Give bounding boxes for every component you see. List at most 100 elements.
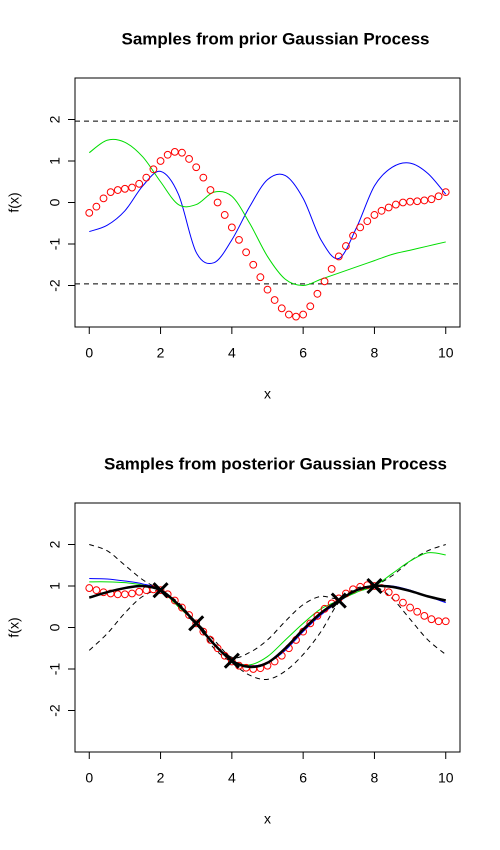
data-point bbox=[270, 296, 279, 304]
data-point bbox=[121, 590, 129, 599]
y-tick-label: -1 bbox=[47, 238, 63, 251]
data-point bbox=[434, 192, 443, 201]
observation-marker bbox=[223, 652, 240, 669]
observation-marker bbox=[330, 592, 347, 609]
data-point bbox=[92, 586, 101, 595]
y-tick-label: -2 bbox=[47, 279, 63, 292]
data-point bbox=[106, 188, 115, 197]
y-tick-label: 1 bbox=[47, 582, 63, 590]
data-point bbox=[220, 211, 229, 219]
y-tick-label: 2 bbox=[47, 115, 63, 123]
data-point bbox=[384, 588, 393, 597]
chart-title: Samples from posterior Gaussian Process bbox=[104, 454, 447, 473]
data-point bbox=[199, 627, 208, 636]
data-point bbox=[249, 260, 258, 269]
y-tick-label: -2 bbox=[47, 704, 63, 717]
line-series bbox=[89, 544, 446, 659]
data-point bbox=[349, 231, 357, 240]
data-point bbox=[142, 173, 151, 182]
data-point bbox=[427, 195, 436, 204]
line-series bbox=[89, 552, 446, 666]
data-point bbox=[420, 196, 429, 205]
data-point bbox=[284, 310, 293, 319]
data-point bbox=[342, 242, 350, 250]
data-point bbox=[128, 589, 136, 598]
data-point bbox=[427, 615, 436, 624]
data-point bbox=[356, 223, 365, 232]
data-point bbox=[156, 157, 165, 165]
x-tick-label: 2 bbox=[157, 770, 165, 786]
x-tick-label: 8 bbox=[371, 770, 379, 786]
plot-frame bbox=[74, 502, 461, 753]
data-point bbox=[384, 203, 393, 212]
data-point bbox=[313, 289, 322, 298]
observation-marker bbox=[188, 615, 205, 632]
data-point bbox=[121, 184, 129, 193]
plot-frame bbox=[74, 77, 461, 328]
data-point bbox=[185, 611, 193, 619]
data-point bbox=[206, 636, 215, 644]
data-point bbox=[363, 217, 372, 226]
x-tick-label: 4 bbox=[228, 345, 236, 361]
x-tick-label: 6 bbox=[299, 770, 307, 786]
y-tick-label: 1 bbox=[47, 157, 63, 165]
data-point bbox=[292, 312, 300, 321]
x-tick-label: 2 bbox=[157, 345, 165, 361]
y-axis-label: f(x) bbox=[6, 617, 22, 637]
data-point bbox=[391, 593, 400, 602]
chart-title: Samples from prior Gaussian Process bbox=[121, 29, 429, 48]
line-series bbox=[88, 584, 447, 669]
x-axis-label: x bbox=[264, 811, 271, 827]
x-axis-label: x bbox=[264, 386, 271, 402]
data-point bbox=[399, 598, 407, 607]
data-point bbox=[256, 273, 265, 282]
y-axis-label: f(x) bbox=[6, 192, 22, 212]
y-tick-label: -1 bbox=[47, 663, 63, 676]
data-point bbox=[185, 155, 193, 163]
data-point bbox=[149, 165, 158, 174]
data-point bbox=[434, 617, 443, 626]
data-point bbox=[156, 586, 165, 595]
data-point bbox=[85, 584, 94, 592]
data-point bbox=[406, 603, 414, 612]
data-point bbox=[99, 194, 108, 203]
data-point bbox=[178, 603, 186, 612]
data-point bbox=[227, 223, 236, 232]
data-point bbox=[327, 265, 336, 273]
data-point bbox=[320, 277, 329, 286]
data-point bbox=[199, 173, 208, 182]
observation-marker bbox=[366, 577, 383, 595]
data-point bbox=[370, 211, 379, 219]
data-point bbox=[85, 208, 94, 217]
data-point bbox=[441, 188, 450, 197]
x-tick-label: 8 bbox=[371, 345, 379, 361]
data-point bbox=[235, 235, 243, 244]
y-tick-label: 0 bbox=[47, 198, 63, 206]
data-point bbox=[441, 617, 450, 626]
y-tick-label: 0 bbox=[47, 623, 63, 631]
data-point bbox=[178, 148, 186, 157]
observation-marker bbox=[152, 582, 169, 599]
data-point bbox=[163, 150, 172, 159]
data-point bbox=[313, 611, 322, 620]
data-point bbox=[113, 590, 122, 599]
data-point bbox=[242, 248, 251, 257]
data-point bbox=[206, 186, 215, 194]
data-point bbox=[420, 611, 429, 620]
data-point bbox=[377, 206, 386, 215]
data-point bbox=[170, 147, 179, 156]
data-point bbox=[334, 252, 343, 261]
line-series bbox=[88, 586, 447, 681]
data-point bbox=[170, 596, 179, 605]
data-point bbox=[113, 186, 122, 194]
x-tick-label: 10 bbox=[438, 345, 454, 361]
data-point bbox=[306, 619, 315, 628]
data-point bbox=[277, 304, 286, 313]
line-series bbox=[89, 162, 447, 265]
data-point bbox=[413, 607, 422, 616]
line-series bbox=[88, 138, 446, 287]
data-point bbox=[406, 197, 414, 206]
data-point bbox=[213, 198, 222, 207]
x-tick-label: 0 bbox=[85, 345, 93, 361]
